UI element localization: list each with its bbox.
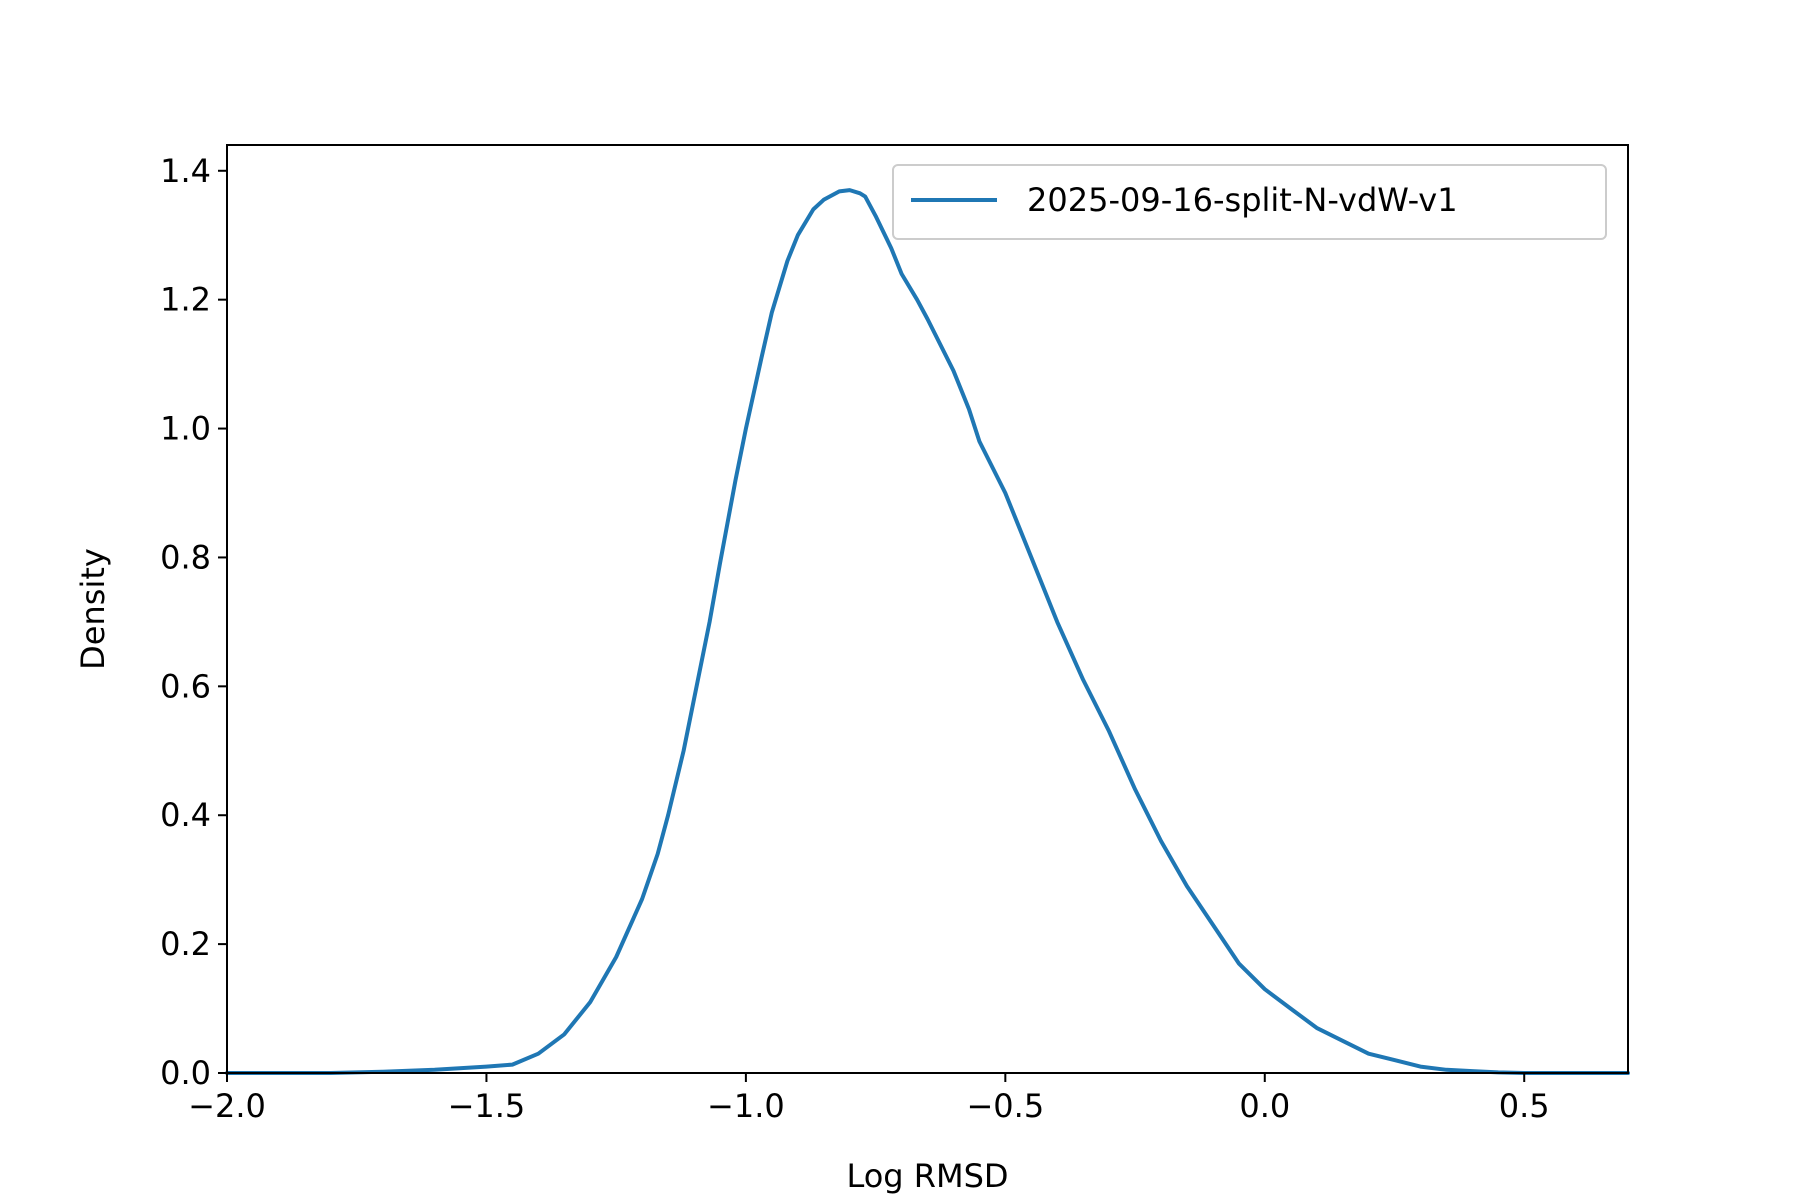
legend: 2025-09-16-split-N-vdW-v1 xyxy=(892,164,1607,240)
y-tick-label: 1.4 xyxy=(160,152,211,190)
plot-area xyxy=(225,188,1630,1075)
x-tick-label: 0.0 xyxy=(1239,1087,1290,1125)
y-tick-label: 0.8 xyxy=(160,538,211,576)
y-tick-label: 0.4 xyxy=(160,796,211,834)
y-tick-label: 0.2 xyxy=(160,925,211,963)
x-tick-label: −0.5 xyxy=(966,1087,1044,1125)
y-tick-label: 1.0 xyxy=(160,410,211,448)
x-tick-label: −1.0 xyxy=(707,1087,785,1125)
y-axis-label: Density xyxy=(74,548,112,670)
y-tick-label: 1.2 xyxy=(160,281,211,319)
y-axis-ticks: 0.0 0.2 0.4 0.6 0.8 1.0 1.2 1.4 xyxy=(160,152,227,1092)
density-curve xyxy=(225,188,1630,1075)
x-tick-label: 0.5 xyxy=(1499,1087,1550,1125)
x-tick-label: −2.0 xyxy=(188,1087,266,1125)
y-tick-label: 0.0 xyxy=(160,1054,211,1092)
x-axis-label: Log RMSD xyxy=(846,1157,1008,1195)
axes-frame xyxy=(226,144,1629,1074)
legend-box xyxy=(892,164,1607,240)
x-axis-ticks: −2.0 −1.5 −1.0 −0.5 0.0 0.5 xyxy=(188,1073,1550,1125)
legend-label: 2025-09-16-split-N-vdW-v1 xyxy=(1027,181,1458,219)
y-tick-label: 0.6 xyxy=(160,667,211,705)
x-tick-label: −1.5 xyxy=(448,1087,526,1125)
